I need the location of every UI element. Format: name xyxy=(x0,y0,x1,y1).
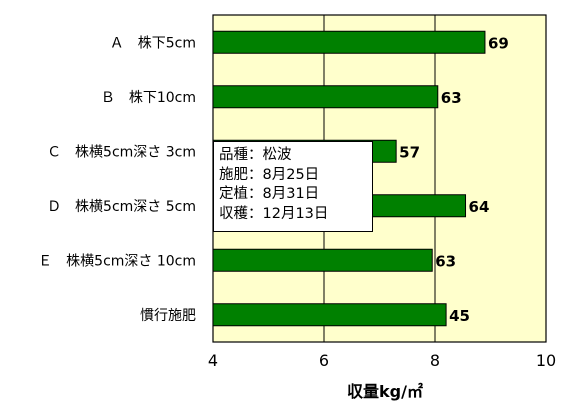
data-label-4: 63 xyxy=(435,252,456,270)
bar-1 xyxy=(212,85,439,109)
info-line-harvest: 収穫：12月13日 xyxy=(219,205,329,222)
x-tick-label-4: 4 xyxy=(208,351,218,370)
category-label-0: Ａ 株下5cm xyxy=(110,35,196,51)
info-line-planting: 定植：8月31日 xyxy=(219,186,320,202)
data-label-1: 63 xyxy=(441,89,462,107)
bar-0 xyxy=(212,30,486,54)
bar-4 xyxy=(212,248,433,272)
x-axis-title: 収量kg/㎡ xyxy=(347,382,423,401)
data-label-0: 69 xyxy=(488,34,509,52)
data-label-2: 57 xyxy=(399,143,420,161)
labels-group: 4 6 8 10 69 Ａ 株下5cm 63 Ｂ 株下10cm 57 Ｃ 株横5cm深さ 3cm 6… xyxy=(38,34,556,370)
category-label-5: 慣行施肥 xyxy=(140,307,196,324)
category-label-2: Ｃ 株横5cm深さ 3cm xyxy=(47,144,196,160)
category-label-4: Ｅ 株横5cm深さ 10cm xyxy=(38,253,196,269)
info-box: 品種：松波 施肥：8月25日 定植：8月31日 収穫：12月13日 xyxy=(213,141,373,232)
x-tick-label-6: 6 xyxy=(319,351,329,370)
data-label-3: 64 xyxy=(469,198,490,216)
info-line-fertilization: 施肥：8月25日 xyxy=(219,166,320,183)
data-label-5: 45 xyxy=(449,307,470,325)
category-label-3: Ｄ 株横5cm深さ 5cm xyxy=(47,199,196,215)
category-label-1: Ｂ 株下10cm xyxy=(101,90,196,106)
info-line-variety: 品種：松波 xyxy=(219,147,292,163)
x-tick-label-10: 10 xyxy=(536,351,556,370)
x-tick-label-8: 8 xyxy=(430,351,440,370)
bar-5 xyxy=(212,303,447,327)
